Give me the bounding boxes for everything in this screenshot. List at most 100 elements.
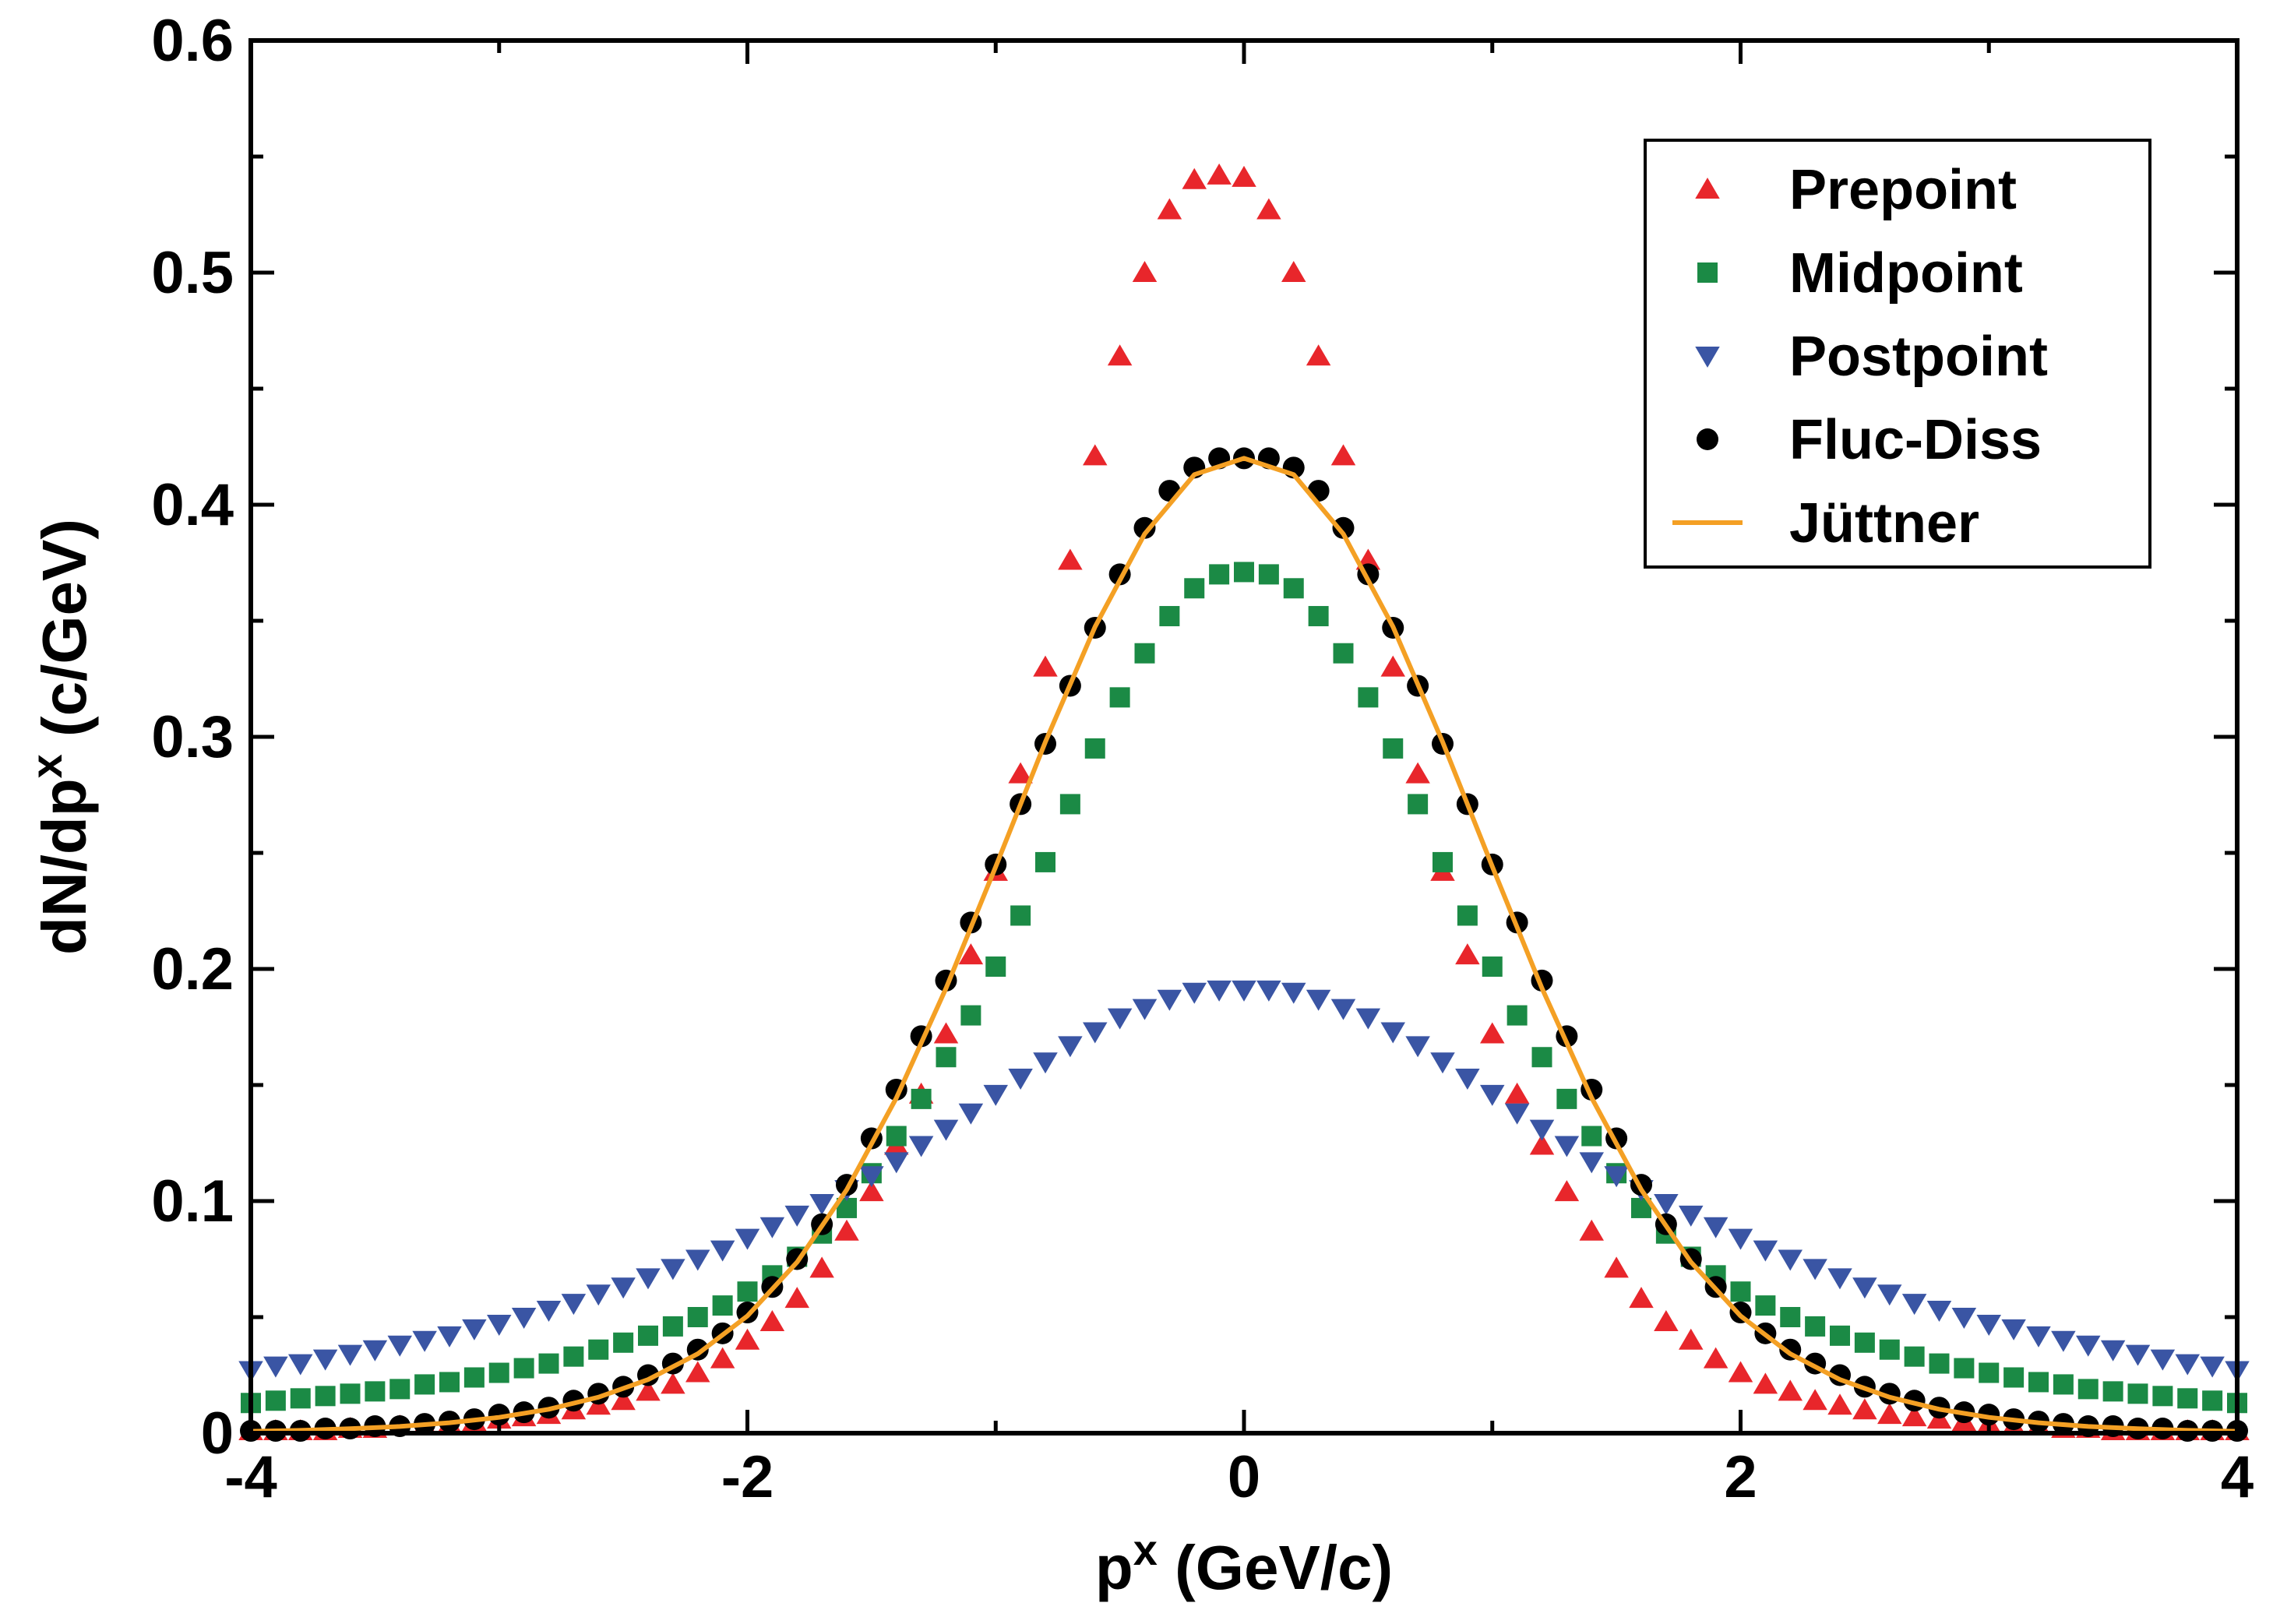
point-prepoint: [1728, 1361, 1753, 1383]
point-midpoint: [1433, 851, 1453, 872]
point-prepoint: [809, 1256, 834, 1278]
point-prepoint: [735, 1328, 760, 1350]
point-postpoint: [983, 1084, 1008, 1106]
point-midpoint: [1482, 956, 1503, 978]
point-postpoint: [759, 1217, 785, 1238]
point-postpoint: [1852, 1277, 1877, 1299]
point-postpoint: [1207, 980, 1232, 1002]
point-postpoint: [1703, 1217, 1729, 1238]
point-midpoint: [2028, 1372, 2049, 1393]
point-postpoint: [1679, 1205, 1704, 1227]
point-midpoint: [439, 1372, 460, 1393]
point-midpoint: [1556, 1088, 1577, 1109]
series-postpoint: [238, 980, 2250, 1383]
point-midpoint: [1234, 562, 1254, 583]
point-midpoint: [1035, 851, 1055, 872]
point-midpoint: [1059, 794, 1080, 815]
point-midpoint: [1730, 1281, 1751, 1302]
point-postpoint: [2175, 1354, 2200, 1376]
point-postpoint: [1405, 1036, 1430, 1058]
point-prepoint: [933, 1022, 959, 1044]
point-postpoint: [1604, 1166, 1629, 1188]
point-midpoint: [1184, 578, 1205, 599]
point-midpoint: [1408, 794, 1429, 815]
point-postpoint: [1951, 1308, 1977, 1329]
legend-box: [1644, 139, 2151, 569]
point-midpoint: [2077, 1379, 2099, 1400]
point-midpoint: [638, 1325, 658, 1346]
point-midpoint: [1929, 1353, 1950, 1374]
point-postpoint: [337, 1344, 363, 1366]
y-tick-label: 0.6: [151, 8, 234, 74]
point-prepoint: [834, 1219, 859, 1241]
point-prepoint: [1901, 1405, 1927, 1427]
point-postpoint: [1107, 1008, 1133, 1030]
point-postpoint: [312, 1349, 338, 1371]
point-postpoint: [1654, 1193, 1679, 1215]
point-postpoint: [2076, 1335, 2101, 1357]
point-midpoint: [1805, 1316, 1826, 1337]
point-midpoint: [265, 1390, 286, 1411]
legend-item-j-ttner: Jüttner: [1672, 492, 1979, 555]
point-postpoint: [1008, 1069, 1033, 1090]
point-postpoint: [1330, 999, 1356, 1020]
point-postpoint: [462, 1319, 487, 1340]
legend-items: Prepoint Midpoint Postpoint Fluc-Diss Jüttne…: [1672, 159, 2048, 555]
point-midpoint: [1954, 1358, 1975, 1379]
point-postpoint: [1926, 1301, 1952, 1323]
point-midpoint: [389, 1379, 411, 1400]
legend-swatch: [1697, 428, 1718, 450]
point-midpoint: [2102, 1381, 2123, 1402]
point-postpoint: [362, 1340, 388, 1362]
point-prepoint: [1654, 1309, 1679, 1331]
ticks-layer: -4 -2 0 2 4 0 0.1 0.2 0.3 0.4 0.5 0.6: [151, 8, 2254, 1510]
point-midpoint: [315, 1386, 336, 1407]
point-prepoint: [859, 1180, 884, 1202]
point-midpoint: [2202, 1390, 2223, 1411]
point-postpoint: [636, 1268, 661, 1290]
point-prepoint: [1281, 261, 1306, 282]
point-postpoint: [1455, 1069, 1480, 1090]
legend-label: Postpoint: [1789, 326, 2048, 388]
point-prepoint: [1256, 198, 1281, 220]
point-midpoint: [1457, 905, 1478, 926]
point-postpoint: [2200, 1356, 2225, 1378]
point-prepoint: [1529, 1133, 1555, 1155]
point-midpoint: [687, 1307, 708, 1327]
x-tick-label: 4: [2221, 1444, 2254, 1510]
point-prepoint: [1008, 762, 1033, 784]
point-midpoint: [1333, 643, 1354, 664]
y-tick-label: 0: [201, 1400, 234, 1467]
point-midpoint: [712, 1295, 733, 1316]
point-postpoint: [1355, 1008, 1381, 1030]
y-axis-title-base: dN/dp: [30, 778, 99, 955]
point-postpoint: [1182, 982, 1207, 1004]
legend-swatch: [1695, 347, 1720, 368]
point-midpoint: [960, 1005, 981, 1026]
point-midpoint: [488, 1362, 509, 1383]
point-postpoint: [1778, 1249, 1803, 1271]
point-prepoint: [1753, 1372, 1778, 1394]
point-postpoint: [710, 1240, 735, 1262]
y-tick-label: 0.1: [151, 1168, 234, 1235]
series-fluc-diss: [240, 447, 2248, 1443]
legend-swatch: [1697, 262, 1718, 283]
point-midpoint: [2152, 1386, 2173, 1407]
point-postpoint: [1803, 1259, 1827, 1281]
point-postpoint: [1306, 989, 1331, 1011]
point-prepoint: [685, 1361, 710, 1383]
point-postpoint: [685, 1249, 710, 1271]
x-axis-title: px (GeV/c): [1095, 1525, 1393, 1603]
point-midpoint: [613, 1332, 634, 1353]
x-tick-label: 0: [1228, 1444, 1260, 1510]
point-prepoint: [1182, 167, 1207, 189]
point-midpoint: [365, 1381, 386, 1402]
point-midpoint: [1283, 578, 1304, 599]
point-midpoint: [1383, 738, 1404, 759]
legend-item-midpoint: Midpoint: [1697, 242, 2023, 305]
y-tick-label: 0.4: [151, 472, 234, 538]
point-midpoint: [1879, 1339, 1900, 1360]
point-postpoint: [586, 1284, 611, 1306]
point-postpoint: [561, 1294, 587, 1316]
